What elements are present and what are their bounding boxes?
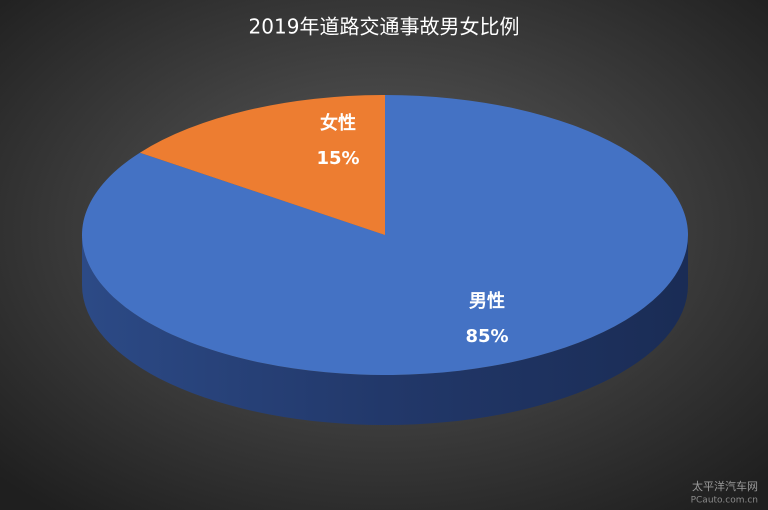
- slice-label: 女性: [320, 112, 356, 134]
- pie: 男性 85% 女性 15%: [82, 95, 689, 425]
- slice: [139, 95, 385, 235]
- slice-side: [82, 235, 688, 425]
- watermark: 太平洋汽车网: [692, 479, 758, 493]
- value-label: 15%: [316, 148, 359, 169]
- value-label: 85%: [465, 326, 508, 347]
- chart-title: 2019年道路交通事故男女比例: [249, 15, 520, 39]
- slice: [82, 95, 689, 375]
- watermark: PCauto.com.cn: [691, 496, 758, 506]
- slice-label: 男性: [469, 290, 505, 312]
